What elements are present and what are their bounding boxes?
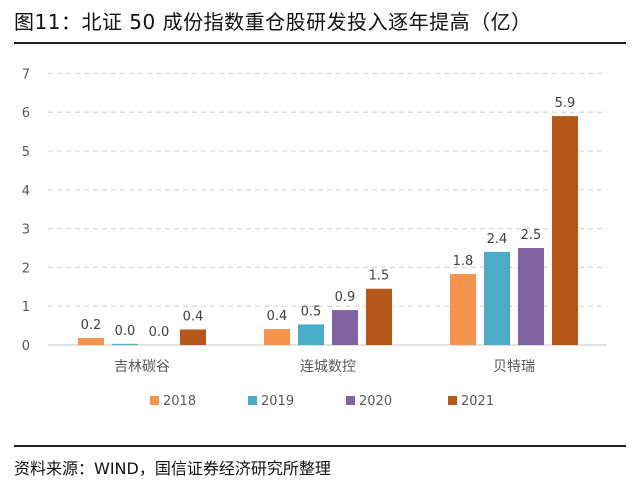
bar-2020: [518, 248, 544, 345]
figure-title: 图11：北证 50 成份指数重仓股研发投入逐年提高（亿）: [14, 10, 532, 34]
legend-label: 2020: [359, 394, 392, 409]
data-label: 1.8: [453, 254, 474, 269]
y-tick-label: 5: [22, 145, 30, 160]
data-label: 2.5: [521, 228, 542, 243]
y-tick-label: 7: [22, 67, 30, 82]
legend-swatch-2019: [248, 396, 257, 405]
legend-label: 2021: [461, 394, 494, 409]
data-label: 0.0: [149, 325, 170, 340]
data-label: 1.5: [369, 269, 390, 284]
legend-swatch-2021: [448, 396, 457, 405]
bar-2018: [78, 338, 104, 345]
bar-2021: [366, 288, 392, 345]
x-tick-label: 连城数控: [300, 359, 356, 375]
data-label: 5.9: [555, 96, 576, 111]
data-label: 0.9: [335, 290, 356, 305]
y-tick-label: 0: [22, 339, 30, 354]
legend-swatch-2020: [346, 396, 355, 405]
legend-swatch-2018: [150, 396, 159, 405]
y-tick-label: 3: [22, 223, 30, 238]
bar-2021: [180, 329, 206, 345]
data-label: 0.5: [301, 304, 322, 319]
data-label: 0.0: [115, 324, 136, 339]
bar-2019: [112, 343, 138, 345]
x-tick-label: 贝特瑞: [493, 359, 535, 375]
y-tick-label: 6: [22, 106, 30, 121]
data-label: 0.4: [183, 309, 204, 324]
bar-2020: [332, 310, 358, 345]
legend-label: 2018: [163, 394, 196, 409]
bar-chart: 0 1 2 3 4 5 6 7 吉林碳谷 0.2 0.0 0.0 0.4 连城数控 0.4 0.5 0.9 1.5…: [22, 67, 607, 409]
source-note: 资料来源：WIND，国信证券经济研究所整理: [14, 459, 331, 478]
y-tick-label: 2: [22, 261, 30, 276]
data-label: 0.4: [267, 309, 288, 324]
data-label: 0.2: [81, 318, 102, 333]
source-divider: [14, 445, 626, 447]
bar-2019: [298, 324, 324, 345]
x-tick-label: 吉林碳谷: [114, 359, 170, 375]
bar-2019: [484, 251, 510, 345]
bar-2018: [264, 329, 290, 345]
legend-label: 2019: [261, 394, 294, 409]
y-tick-label: 4: [22, 184, 30, 199]
title-divider: [14, 42, 626, 44]
data-label: 2.4: [487, 232, 508, 247]
y-tick-label: 1: [22, 300, 30, 315]
bar-2018: [450, 273, 476, 345]
bar-2021: [552, 116, 578, 345]
